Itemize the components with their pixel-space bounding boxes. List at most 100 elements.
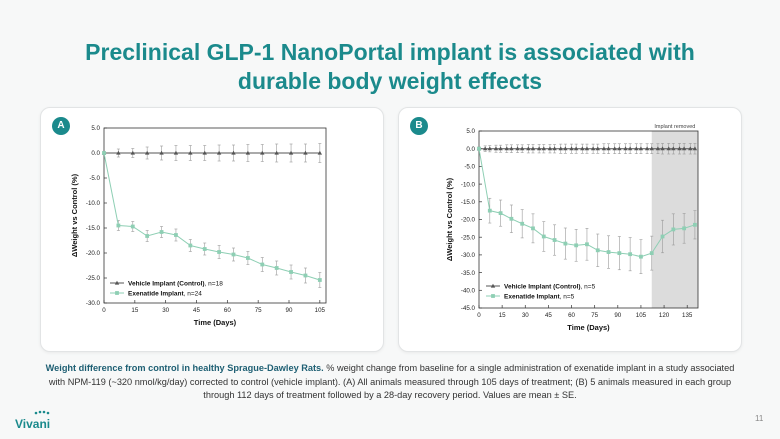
exenatide-point — [671, 227, 676, 232]
y-tick-label: -30.0 — [461, 252, 476, 259]
vehicle-point — [692, 146, 698, 151]
vehicle-point — [159, 150, 164, 155]
y-tick-label: 5.0 — [466, 128, 475, 135]
x-tick-label: 120 — [659, 312, 670, 319]
exenatide-point — [274, 266, 279, 270]
y-tick-label: -5.0 — [89, 175, 100, 182]
vehicle-point — [638, 146, 644, 151]
exenatide-point — [487, 208, 492, 213]
vehicle-point — [590, 146, 596, 151]
vehicle-point — [584, 146, 590, 151]
title-line-2: durable body weight effects — [237, 68, 543, 94]
exenatide-point — [617, 251, 622, 256]
exenatide-point — [317, 278, 322, 282]
panel-badge-a: A — [52, 117, 70, 135]
y-tick-label: -25.0 — [86, 275, 101, 282]
x-tick-label: 0 — [477, 312, 481, 319]
vehicle-point — [130, 150, 135, 155]
vehicle-point — [515, 146, 520, 151]
exenatide-point — [595, 248, 600, 253]
exenatide-point — [520, 221, 525, 226]
y-tick-label: 5.0 — [91, 125, 100, 132]
vehicle-point — [493, 146, 499, 151]
y-tick-label: 0.0 — [466, 146, 475, 153]
vehicle-point — [526, 146, 531, 151]
x-tick-label: 0 — [102, 307, 106, 314]
vehicle-point — [677, 146, 682, 151]
y-tick-label: -30.0 — [86, 300, 101, 307]
legend-vehicle-marker — [490, 283, 496, 288]
caption-text: % weight change from baseline for a sing… — [48, 363, 735, 400]
legend-n-count: , n=5 — [581, 283, 596, 290]
x-tick-label: 75 — [255, 307, 262, 314]
exenatide-point — [102, 151, 106, 155]
vehicle-point — [623, 146, 628, 151]
exenatide-point — [541, 234, 546, 239]
y-tick-label: -40.0 — [461, 288, 476, 295]
exenatide-point — [660, 234, 665, 239]
exenatide-series-line — [103, 152, 320, 281]
x-tick-label: 30 — [162, 307, 169, 314]
vehicle-point — [558, 146, 563, 151]
y-tick-label: -10.0 — [461, 181, 476, 188]
exenatide-point — [509, 216, 514, 221]
vehicle-point — [606, 146, 611, 151]
vehicle-point — [245, 150, 251, 155]
vehicle-point — [144, 150, 150, 155]
y-tick-label: -20.0 — [461, 217, 476, 224]
exenatide-point — [303, 273, 308, 278]
page-number: 11 — [755, 414, 764, 423]
vehicle-point — [660, 146, 665, 151]
exenatide-point — [116, 223, 121, 228]
y-axis-label: ΔWeight vs Control (%) — [70, 173, 79, 257]
vehicle-point — [573, 146, 579, 151]
x-axis-label: Time (Days) — [567, 323, 610, 332]
exenatide-point — [693, 222, 697, 227]
exenatide-point — [188, 243, 193, 248]
vehicle-point — [116, 150, 121, 155]
vehicle-point — [617, 146, 622, 151]
vehicle-point — [552, 146, 557, 151]
y-tick-label: -10.0 — [86, 200, 101, 207]
x-tick-label: 60 — [224, 307, 231, 314]
exenatide-point — [628, 252, 633, 257]
vehicle-point — [202, 150, 207, 155]
chart-panel-a — [40, 107, 384, 352]
legend-series-name: Vehicle Implant (Control) — [504, 283, 581, 290]
exenatide-point — [202, 247, 207, 251]
vehicle-point — [627, 146, 633, 151]
y-tick-label: -45.0 — [461, 305, 476, 312]
legend-n-count: , n=24 — [184, 290, 203, 297]
exenatide-point — [531, 226, 535, 231]
x-tick-label: 135 — [682, 312, 693, 319]
y-tick-label: -20.0 — [86, 250, 101, 257]
exenatide-point — [574, 243, 579, 248]
x-tick-label: 45 — [545, 312, 552, 319]
exenatide-point — [552, 238, 557, 242]
legend-label: Exenatide Implant, n=24 — [128, 290, 202, 297]
x-tick-label: 105 — [315, 307, 326, 314]
x-tick-label: 45 — [193, 307, 200, 314]
vehicle-point — [541, 146, 546, 151]
vehicle-point — [216, 150, 222, 155]
vehicle-point — [547, 146, 553, 151]
implant-removed-annotation: Implant removed — [654, 124, 695, 130]
vehicle-point — [671, 146, 676, 151]
vehicle-point — [569, 146, 574, 151]
vehicle-point — [688, 146, 693, 151]
exenatide-point — [174, 233, 178, 237]
exenatide-point — [585, 242, 589, 247]
vehicle-point — [666, 146, 671, 151]
x-axis-label: Time (Days) — [194, 318, 237, 327]
vehicle-point — [487, 146, 492, 151]
logo-text: Vivani — [15, 417, 51, 431]
recovery-shaded-region — [651, 131, 698, 308]
x-tick-label: 60 — [568, 312, 575, 319]
x-tick-label: 90 — [614, 312, 621, 319]
vehicle-point — [681, 146, 687, 151]
vehicle-point — [563, 146, 568, 151]
vehicle-point — [601, 146, 607, 151]
vehicle-point — [519, 146, 525, 151]
